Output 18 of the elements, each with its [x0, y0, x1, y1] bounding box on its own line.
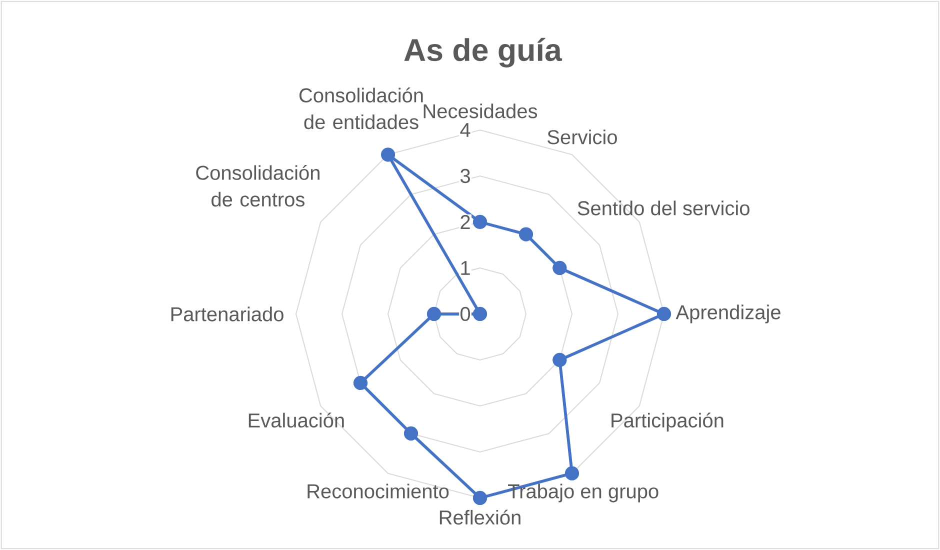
- spoke-label: Aprendizaje: [676, 304, 780, 324]
- spoke-label: Trabajo en grupo: [508, 484, 658, 502]
- spoke-label: Evaluación: [248, 412, 344, 428]
- y-tick-label: 3: [460, 168, 470, 184]
- y-tick-label: 4: [460, 123, 470, 137]
- spoke-label: Necesidades: [424, 104, 538, 118]
- spoke-label: Servicio: [548, 130, 617, 144]
- spoke-label: Participación: [612, 412, 724, 432]
- spoke-label: Reflexión: [440, 510, 520, 525]
- y-tick-label: 1: [461, 261, 470, 275]
- spoke-label: Consolidación de centros: [196, 165, 320, 207]
- spoke-label: Reconocimiento: [308, 484, 449, 498]
- spoke-label: Sentido del servicio: [578, 200, 750, 216]
- spoke-label: Consolidación de entidades: [299, 88, 423, 130]
- spoke-label: Partenariado: [171, 306, 284, 322]
- y-tick-label: 0: [460, 306, 470, 322]
- chart-title: As de guía: [404, 38, 562, 68]
- y-tick-label: 2: [460, 215, 470, 229]
